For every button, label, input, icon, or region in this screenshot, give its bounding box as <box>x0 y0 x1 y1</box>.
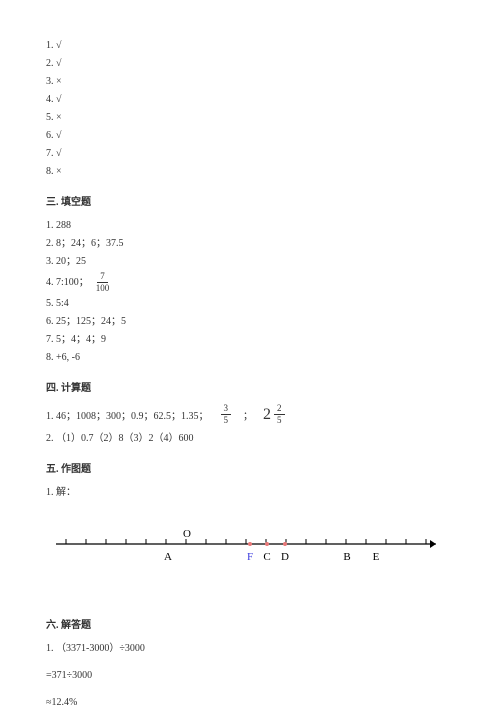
section5-item1: 1. 解： <box>46 485 454 500</box>
fill-item-4-prefix: 4. 7:100； <box>46 275 89 290</box>
fraction-num: 7 <box>97 272 108 283</box>
section5-title: 五. 作图题 <box>46 460 454 475</box>
solve-line: ≈12.4% <box>46 695 454 710</box>
calc-line-2: 2. （1）0.7（2）8（3）2（4）600 <box>46 431 454 446</box>
judgment-item: 7. √ <box>46 146 454 161</box>
fraction-den: 100 <box>93 283 113 293</box>
calc-separator: ； <box>243 407 253 422</box>
fraction-7-100: 7 100 <box>93 272 113 293</box>
fill-item: 5. 5:4 <box>46 296 454 311</box>
judgment-item: 5. × <box>46 110 454 125</box>
mixed-whole: 2 <box>263 406 271 424</box>
fill-item: 6. 25；125；24；5 <box>46 314 454 329</box>
mixed-number-2-2-5: 2 2 5 <box>263 404 287 425</box>
judgment-item: 8. × <box>46 164 454 179</box>
fill-item: 8. +6, -6 <box>46 350 454 365</box>
fill-item-4: 4. 7:100； 7 100 <box>46 272 454 293</box>
svg-text:C: C <box>263 551 270 563</box>
number-line-diagram: OA FCD B E <box>46 516 454 586</box>
judgment-item: 2. √ <box>46 56 454 71</box>
number-line-svg: OA FCD B E <box>46 516 446 586</box>
fraction-3-5: 3 5 <box>221 404 232 425</box>
calc-line1-prefix: 1. 46；1008；300；0.9；62.5；1.35； <box>46 407 209 422</box>
fraction-den: 5 <box>221 415 232 425</box>
judgment-list: 1. √ 2. √ 3. × 4. √ 5. × 6. √ 7. √ 8. × <box>46 38 454 179</box>
solve-line: =371÷3000 <box>46 668 454 683</box>
fraction-den: 5 <box>274 415 285 425</box>
judgment-item: 1. √ <box>46 38 454 53</box>
calc-line-1: 1. 46；1008；300；0.9；62.5；1.35； 3 5 ； 2 2 … <box>46 404 454 425</box>
judgment-item: 3. × <box>46 74 454 89</box>
section4-body: 1. 46；1008；300；0.9；62.5；1.35； 3 5 ； 2 2 … <box>46 404 454 446</box>
section3-body: 1. 288 2. 8；24；6；37.5 3. 20；25 4. 7:100；… <box>46 218 454 365</box>
mixed-fraction: 2 5 <box>274 404 285 425</box>
section4-title: 四. 计算题 <box>46 379 454 394</box>
fraction-num: 3 <box>221 404 232 415</box>
svg-text:D: D <box>281 551 289 563</box>
judgment-item: 4. √ <box>46 92 454 107</box>
fill-item: 1. 288 <box>46 218 454 233</box>
svg-text:F: F <box>247 551 253 563</box>
solve-line: 1. （3371-3000）÷3000 <box>46 641 454 656</box>
section6-body: 1. （3371-3000）÷3000 =371÷3000 ≈12.4% <box>46 641 454 710</box>
section6-title: 六. 解答题 <box>46 616 454 631</box>
fill-item: 7. 5；4；4；9 <box>46 332 454 347</box>
svg-text:E: E <box>373 551 380 563</box>
svg-text:B: B <box>343 551 350 563</box>
svg-text:O: O <box>183 528 191 540</box>
fill-item: 2. 8；24；6；37.5 <box>46 236 454 251</box>
section3-title: 三. 填空题 <box>46 193 454 208</box>
fraction-num: 2 <box>274 404 285 415</box>
fill-item: 3. 20；25 <box>46 254 454 269</box>
judgment-item: 6. √ <box>46 128 454 143</box>
svg-text:A: A <box>164 551 172 563</box>
